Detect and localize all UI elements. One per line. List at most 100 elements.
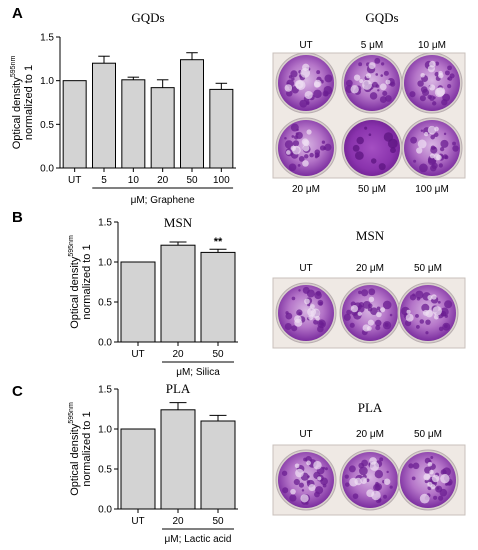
colony [375,319,382,327]
colony [375,73,379,76]
clear-area [416,147,423,154]
clear-area [438,72,444,79]
chart-title: GQDs [131,10,164,25]
bar-20 [160,244,196,343]
colony [433,132,439,138]
panel-letter-c: C [12,383,23,400]
colony [296,128,299,132]
colony [375,325,381,331]
colony [356,136,364,145]
colony [378,163,386,171]
plate-label-top: UT [299,263,312,274]
clear-area [419,493,430,504]
clear-area [313,460,322,470]
clear-area [306,129,312,135]
y-axis-label-main: Optical density595nm [10,56,23,150]
clear-area [406,309,411,314]
clear-area [357,311,362,316]
bar-50 [200,420,236,510]
plate-label-top: 5 μM [361,40,383,51]
colony [322,466,326,470]
colony [313,89,322,99]
clear-area [369,461,380,471]
colony [358,290,362,295]
colony [288,163,297,172]
clear-area [431,294,437,300]
colony [299,99,308,108]
colony [382,321,392,330]
colony [413,159,417,163]
colony [416,296,421,301]
clear-area [366,489,375,498]
x-tick-label: UT [131,349,144,360]
x-axis-label: μM; Silica [176,367,220,378]
bar-20 [150,87,175,169]
y-tick-label: 1.5 [98,218,112,229]
colony [379,457,384,462]
y-tick-label: 1.0 [98,258,112,269]
clear-area [434,87,445,98]
clear-area [405,313,414,322]
colony [430,456,434,459]
clear-area [433,314,439,320]
colony [358,302,364,308]
colony [411,476,416,481]
colony [316,70,321,75]
colony [343,313,351,321]
clear-area [427,294,433,301]
colony [433,495,438,500]
bar-UT [62,80,87,169]
colony [364,126,368,130]
colony [344,474,349,479]
clear-area [368,296,375,303]
colony [320,477,328,486]
clear-area [427,461,433,467]
colony [298,312,302,316]
colony [291,325,298,332]
bar-UT [120,261,156,343]
colony [440,139,449,148]
colony [434,61,440,66]
x-tick-label: 50 [186,175,198,186]
colony [358,62,363,67]
y-tick-label: 0.0 [98,338,112,349]
x-tick-label: 20 [157,175,169,186]
plate-photo-gqds: GQDs UT 5 μM 10 μM 20 μM 50 μM 100 μM [272,10,466,195]
colony [354,151,364,160]
colony [309,152,314,158]
clear-area [295,468,304,478]
colony [389,313,393,317]
y-tick-label: 1.5 [40,33,54,44]
colony [438,326,444,332]
clear-area [313,79,322,88]
colony [375,84,380,88]
plate-photo-pla: PLA UT 20 μM 50 μM [272,400,466,516]
plate-label-bottom: 100 μM [415,184,449,195]
plate-title: MSN [356,228,385,243]
colony [430,145,436,150]
clear-area [350,305,359,313]
colony [290,70,298,78]
colony [383,132,394,142]
x-tick-label: 10 [128,175,140,186]
colony [415,324,420,329]
colony [379,96,387,103]
y-axis-label-text: Optical density [11,77,23,150]
colony [409,294,417,301]
colony [417,80,424,87]
colony [369,92,378,100]
colony [444,155,448,159]
clear-area [376,311,382,318]
clear-area [433,153,441,161]
y-axis-label-line2: normalized to 1 [23,65,35,140]
colony [317,299,324,306]
colony [422,88,430,97]
colony [438,163,443,168]
colony [289,494,297,502]
colony [321,140,326,144]
clear-area [317,476,322,481]
clear-area [422,309,429,316]
